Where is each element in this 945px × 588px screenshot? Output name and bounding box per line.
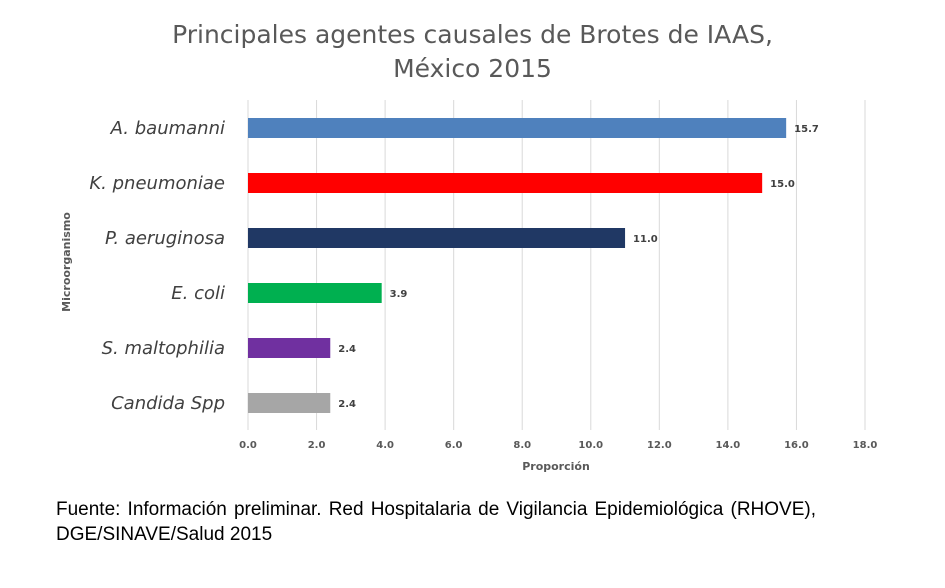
gridlines [247,100,866,430]
category-label: P. aeruginosa [105,228,225,249]
category-label: S. maltophilia [102,338,225,359]
bar [248,228,626,248]
category-label: Candida Spp [111,393,225,414]
x-tick-label: 10.0 [578,440,603,451]
data-label: 2.4 [338,399,356,410]
chart-title-line-2: México 2015 [393,54,552,83]
data-label: 15.0 [770,179,795,190]
bar [248,118,787,138]
x-tick-label: 8.0 [513,440,531,451]
category-label: K. pneumoniae [89,173,225,194]
x-tick-label: 14.0 [716,440,741,451]
data-label: 3.9 [390,289,408,300]
x-axis-title: Proporción [522,460,590,473]
chart-title: Principales agentes causales de Brotes d… [0,18,945,86]
x-tick-label: 0.0 [239,440,257,451]
labels: 0.0 2.0 4.0 6.0 8.0 10.0 12.0 14.0 16.0 18.0 A. ba… [89,118,877,451]
x-tick-label: 12.0 [647,440,672,451]
x-tick-label: 4.0 [376,440,394,451]
bar [248,338,331,358]
bar [248,173,763,193]
data-label: 2.4 [338,344,356,355]
category-label: A. baumanni [110,118,225,139]
bars [248,118,787,413]
x-tick-label: 2.0 [308,440,326,451]
y-axis-title: Microorganismo [60,212,73,312]
data-label: 15.7 [794,124,819,135]
data-label: 11.0 [633,234,658,245]
bar [248,393,331,413]
bar [248,283,382,303]
x-tick-label: 16.0 [784,440,809,451]
x-tick-label: 18.0 [853,440,878,451]
category-label: E. coli [171,283,225,304]
source-footnote: Fuente: Información preliminar. Red Hosp… [56,499,816,545]
x-tick-label: 6.0 [445,440,463,451]
chart-title-line-1: Principales agentes causales de Brotes d… [172,20,773,49]
